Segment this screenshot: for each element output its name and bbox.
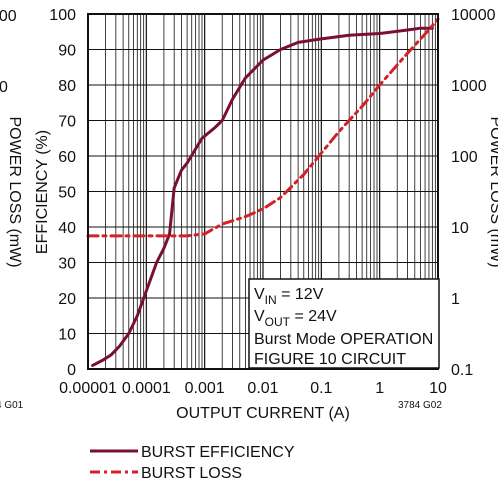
x-tick-label: 1: [375, 380, 384, 397]
cropped-tick-left-top: 000: [0, 8, 17, 25]
curves: [86, 17, 440, 367]
plot-frame: [87, 13, 439, 370]
y-right-tick-label: 100: [451, 149, 478, 166]
y-right-tick-label: 10000: [451, 7, 496, 24]
y-left-tick-label: 80: [58, 78, 76, 95]
x-axis-title: OUTPUT CURRENT (A): [176, 405, 350, 422]
y-left-tick-label: 10: [58, 327, 76, 344]
annotation-vout: VOUT = 24V: [254, 308, 337, 329]
x-tick-label: 0.00001: [59, 380, 117, 397]
y-left-tick-label: 70: [58, 114, 76, 131]
annotation-circuit: FIGURE 10 CIRCUIT: [254, 351, 406, 368]
series-burst-loss-line: [86, 17, 440, 238]
y-left-tick-label: 30: [58, 256, 76, 273]
y-left-tick-label: 90: [58, 43, 76, 60]
y-left-tick-label: 20: [58, 291, 76, 308]
y-left-tick-label: 0: [67, 362, 76, 379]
y-left-tick-label: 100: [49, 7, 76, 24]
legend-label-loss: BURST LOSS: [141, 465, 242, 482]
corner-label-right: 3784 G02: [398, 400, 442, 411]
legend: BURST EFFICIENCY BURST LOSS: [90, 444, 295, 482]
x-tick-label: 0.1: [310, 380, 332, 397]
tick-labels: 0.00001 0.0001 0.001 0.01 0.1 1 10010203040506…: [49, 7, 495, 397]
x-tick-label: 10: [429, 380, 447, 397]
y-right-tick-label: 0.1: [451, 362, 473, 379]
y-axis-title-right-cropped: POWER LOSS (mW): [487, 116, 498, 267]
y-left-tick-label: 50: [58, 185, 76, 202]
y-axis-title-left: EFFICIENCY (%): [34, 130, 51, 254]
cropped-tick-left-mid: 0: [0, 79, 8, 96]
y-left-tick-label: 60: [58, 149, 76, 166]
annotation-box: VIN = 12V VOUT = 24V Burst Mode OPERATIO…: [248, 278, 440, 369]
y-right-tick-label: 10: [451, 220, 469, 237]
legend-label-efficiency: BURST EFFICIENCY: [141, 444, 295, 461]
y-right-tick-label: 1000: [451, 78, 487, 95]
x-tick-label: 0.001: [185, 380, 225, 397]
annotation-vin: VIN = 12V: [254, 286, 324, 307]
y-left-tick-label: 40: [58, 220, 76, 237]
corner-label-left: 4 G01: [0, 400, 24, 411]
y-axis-title-left-cropped: POWER LOSS (mW): [6, 116, 23, 267]
x-tick-label: 0.0001: [122, 380, 171, 397]
annotation-mode: Burst Mode OPERATION: [254, 331, 433, 348]
x-tick-label: 0.01: [247, 380, 278, 397]
y-right-tick-label: 1: [451, 291, 460, 308]
series-burst-efficiency-line: [91, 26, 434, 367]
